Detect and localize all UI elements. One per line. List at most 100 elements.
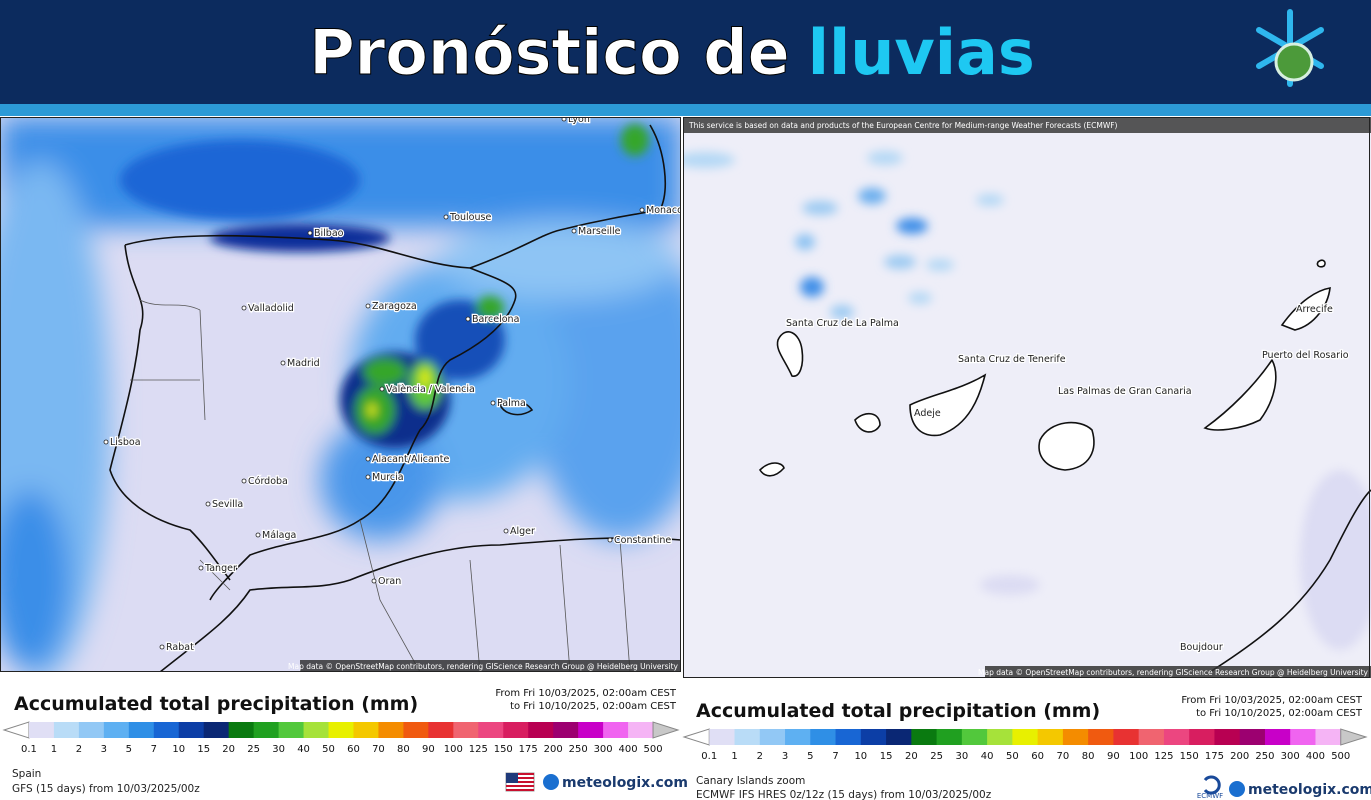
city-label: Adeje <box>914 408 941 419</box>
city-label: Boujdour <box>1180 642 1223 653</box>
city-label: Lyon <box>568 114 590 125</box>
colorbar-cell <box>328 722 354 738</box>
colorbar-cell <box>503 722 529 738</box>
colorbar-tick: 1 <box>51 744 57 755</box>
colorbar-cell <box>810 729 837 745</box>
city-dot <box>379 386 385 392</box>
colorbar-tick: 3 <box>101 744 107 755</box>
brand: meteologix.com <box>562 775 688 791</box>
colorbar-tick: 50 <box>322 744 335 755</box>
colorbar-tick: 90 <box>1107 751 1120 762</box>
colorbar-cell <box>886 729 912 745</box>
colorbar-cell <box>1189 729 1215 745</box>
colorbar-tick: 175 <box>519 744 538 755</box>
colorbar-tick: 20 <box>905 751 918 762</box>
colorbar-cell <box>1214 729 1241 745</box>
colorbar-cell <box>785 729 811 745</box>
city-dot <box>571 228 577 234</box>
colorbar-tick: 1 <box>731 751 737 762</box>
city-dot <box>365 456 371 462</box>
city-dot <box>490 400 496 406</box>
colorbar-cell <box>1062 729 1089 745</box>
city-labels: Santa Cruz de La Palma Santa Cruz de Tene… <box>785 303 1350 655</box>
city-label: Oran <box>378 576 401 587</box>
city-dot <box>241 305 247 311</box>
footer-region: Canary Islands zoom <box>696 775 805 787</box>
attribution-bg <box>300 660 681 672</box>
legend-to: to Fri 10/10/2025, 02:00am CEST <box>510 701 677 712</box>
colorbar-tick: 5 <box>126 744 132 755</box>
city-dot <box>639 207 645 213</box>
colorbar-tick: 100 <box>444 744 463 755</box>
colorbar-tick: 15 <box>880 751 893 762</box>
colorbar-cell <box>153 722 180 738</box>
city-dot <box>503 528 509 534</box>
colorbar-cell <box>860 729 887 745</box>
colorbar-tick: 70 <box>372 744 385 755</box>
colorbar-cell <box>103 722 130 738</box>
colorbar-tick: 400 <box>1306 751 1325 762</box>
city-label: Santa Cruz de Tenerife <box>958 354 1066 365</box>
colorbar-cell <box>553 722 579 738</box>
colorbar-arrow <box>1340 728 1368 746</box>
brand-icon <box>543 774 559 790</box>
city-label: Rabat <box>166 642 194 653</box>
notice-bg <box>683 117 1371 133</box>
colorbar-tick: 7 <box>832 751 838 762</box>
city-label: Tanger <box>204 563 237 574</box>
title-start: Pronóstico de <box>309 16 790 89</box>
colorbar-tick: 15 <box>197 744 210 755</box>
colorbar-tick: 40 <box>297 744 310 755</box>
city-label: Madrid <box>287 358 320 369</box>
city-label: Málaga <box>262 530 296 541</box>
city-label: Murcia <box>372 472 404 483</box>
colorbar-cell <box>835 729 862 745</box>
colorbar-tick: 150 <box>494 744 513 755</box>
colorbar-cell <box>734 729 761 745</box>
city-dot <box>241 478 247 484</box>
colorbar-cell <box>378 722 404 738</box>
map-spain: Lyon Bilbao Toulouse Marseille Monaco Vallado… <box>0 114 681 672</box>
colorbar-cell <box>628 722 654 738</box>
colorbar-tick: 10 <box>172 744 185 755</box>
colorbar-tick: 250 <box>569 744 588 755</box>
colorbar-tick: 0.1 <box>701 751 717 762</box>
colorbar-tick: 175 <box>1205 751 1224 762</box>
colorbar-cell <box>178 722 205 738</box>
city-label: Lisboa <box>110 437 141 448</box>
colorbar-tick: 30 <box>955 751 968 762</box>
ecmwf-logo-text: ECMWF <box>1197 792 1223 800</box>
colorbar-tick: 40 <box>981 751 994 762</box>
colorbar-cell <box>1138 729 1165 745</box>
colorbar-tick: 500 <box>1331 751 1350 762</box>
city-label: Puerto del Rosario <box>1262 350 1349 361</box>
footer-model: GFS (15 days) from 10/03/2025/00z <box>12 783 200 795</box>
colorbar-cell <box>961 729 988 745</box>
colorbar-tick: 60 <box>1031 751 1044 762</box>
colorbar-tick: 30 <box>272 744 285 755</box>
colorbar-cell <box>1239 729 1266 745</box>
city-label: Palma <box>497 398 526 409</box>
colorbar-cell <box>1315 729 1342 745</box>
colorbar-cell <box>228 722 255 738</box>
colorbar-tick: 2 <box>76 744 82 755</box>
colorbar-tick: 5 <box>807 751 813 762</box>
legend: Accumulated total precipitation (mm) Fro… <box>2 688 680 755</box>
city-label: Alacant/Alicante <box>372 454 450 465</box>
legend: Accumulated total precipitation (mm) Fro… <box>682 695 1368 762</box>
map-canarias: Santa Cruz de La Palma Santa Cruz de Tene… <box>683 117 1371 678</box>
attribution-bg <box>985 666 1371 678</box>
city-label: Arrecife <box>1296 304 1333 315</box>
colorbar-tick: 20 <box>222 744 235 755</box>
colorbar-cell <box>28 722 55 738</box>
colorbar-tick: 2 <box>757 751 763 762</box>
colorbar-cell <box>1088 729 1114 745</box>
city-labels: Lyon Bilbao Toulouse Marseille Monaco Vallado… <box>103 114 681 654</box>
colorbar-cell <box>603 722 629 738</box>
city-dot <box>255 532 261 538</box>
legend-title: Accumulated total precipitation (mm) <box>14 693 418 715</box>
colorbar-tick: 3 <box>782 751 788 762</box>
colorbar-tick: 250 <box>1255 751 1274 762</box>
city-label: Constantine <box>614 535 671 546</box>
